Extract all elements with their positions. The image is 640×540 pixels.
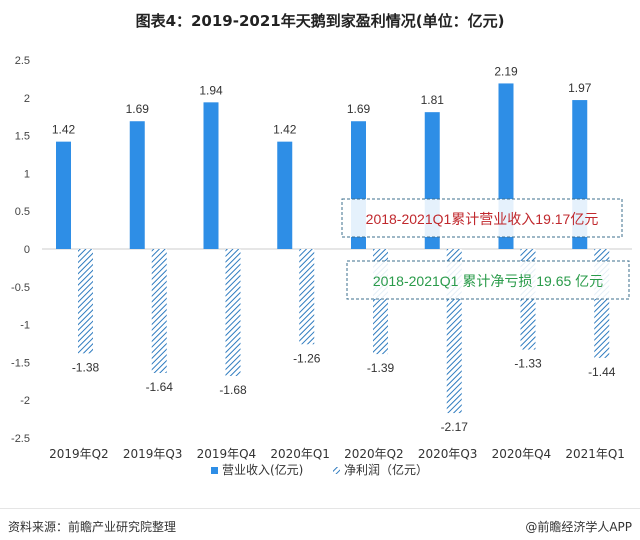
data-label-revenue: 1.97 — [568, 81, 592, 95]
x-category-label: 2021年Q1 — [565, 447, 625, 461]
bar-revenue — [129, 121, 145, 249]
data-label-net-profit: -1.26 — [293, 351, 321, 365]
bar-net-profit — [299, 249, 315, 345]
x-category-label: 2019年Q2 — [49, 447, 109, 461]
x-category-label: 2020年Q4 — [492, 447, 552, 461]
legend: 营业收入(亿元) 净利润（亿元） — [211, 462, 428, 477]
y-tick-label: -0.5 — [11, 282, 30, 294]
data-label-net-profit: -1.38 — [72, 360, 100, 374]
y-tick-label: -1.5 — [11, 357, 30, 369]
x-category-label: 2019年Q3 — [123, 447, 183, 461]
legend-swatch-revenue — [211, 467, 218, 474]
x-category-label: 2020年Q3 — [418, 447, 478, 461]
chart-title: 图表4：2019-2021年天鹅到家盈利情况(单位：亿元) — [135, 12, 505, 30]
data-label-revenue: 1.94 — [199, 83, 223, 97]
footer-divider — [0, 508, 640, 509]
legend-label-net-profit: 净利润（亿元） — [344, 462, 428, 477]
y-tick-label: 0.5 — [15, 206, 30, 218]
bar-revenue — [277, 141, 293, 249]
brand-label: @前瞻经济学人APP — [525, 520, 632, 534]
data-label-net-profit: -1.33 — [514, 357, 542, 371]
annotation-revenue-box — [341, 198, 623, 238]
y-axis-ticks: 2.5 2 1.5 1 0.5 0 -0.5 -1 -1.5 -2 -2.5 — [11, 55, 30, 445]
annotation-loss: 2018-2021Q1 累计净亏损 19.65 亿元 — [346, 260, 630, 300]
data-label-revenue: 1.42 — [273, 123, 297, 137]
chart-area: 2.5 2 1.5 1 0.5 0 -0.5 -1 -1.5 -2 -2.5 1.42 -1.38 1.… — [0, 40, 640, 480]
data-label-net-profit: -1.68 — [219, 383, 247, 397]
bar-revenue — [203, 102, 219, 249]
bar-revenue — [56, 141, 71, 249]
data-label-net-profit: -2.17 — [441, 420, 469, 434]
bar-net-profit — [78, 249, 93, 354]
y-tick-label: -2 — [20, 395, 30, 407]
legend-swatch-net-profit — [333, 467, 340, 474]
y-tick-label: -1 — [20, 320, 30, 332]
y-tick-label: 2.5 — [15, 55, 30, 67]
data-label-revenue: 2.19 — [494, 64, 518, 78]
data-label-net-profit: -1.39 — [367, 361, 395, 375]
data-label-net-profit: -1.44 — [588, 365, 616, 379]
y-tick-label: -2.5 — [11, 433, 30, 445]
x-category-label: 2019年Q4 — [197, 447, 257, 461]
x-category-label: 2020年Q1 — [270, 447, 330, 461]
bar-chart: 2.5 2 1.5 1 0.5 0 -0.5 -1 -1.5 -2 -2.5 1.42 -1.38 1.… — [11, 55, 632, 477]
bar-net-profit — [225, 249, 241, 377]
y-tick-label: 2 — [24, 93, 30, 105]
legend-label-revenue: 营业收入(亿元) — [222, 462, 303, 477]
x-category-label: 2020年Q2 — [344, 447, 404, 461]
source-note: 资料来源：前瞻产业研究院整理 — [8, 520, 177, 534]
y-tick-label: 1 — [24, 168, 30, 180]
data-label-revenue: 1.69 — [347, 102, 371, 116]
annotation-revenue-text: 2018-2021Q1累计营业收入19.17亿元 — [366, 211, 599, 227]
y-tick-label: 0 — [24, 244, 30, 256]
bar-net-profit — [151, 249, 167, 373]
annotation-loss-text: 2018-2021Q1 累计净亏损 19.65 亿元 — [373, 273, 603, 289]
annotation-loss-box — [346, 260, 630, 300]
data-label-revenue: 1.42 — [52, 123, 76, 137]
x-axis-labels: 2019年Q2 2019年Q3 2019年Q4 2020年Q1 2020年Q2 2020年… — [49, 447, 625, 461]
data-label-revenue: 1.81 — [421, 93, 445, 107]
data-label-revenue: 1.69 — [126, 102, 150, 116]
y-tick-label: 1.5 — [15, 131, 30, 143]
annotation-revenue: 2018-2021Q1累计营业收入19.17亿元 — [341, 198, 623, 238]
data-label-net-profit: -1.64 — [146, 380, 174, 394]
